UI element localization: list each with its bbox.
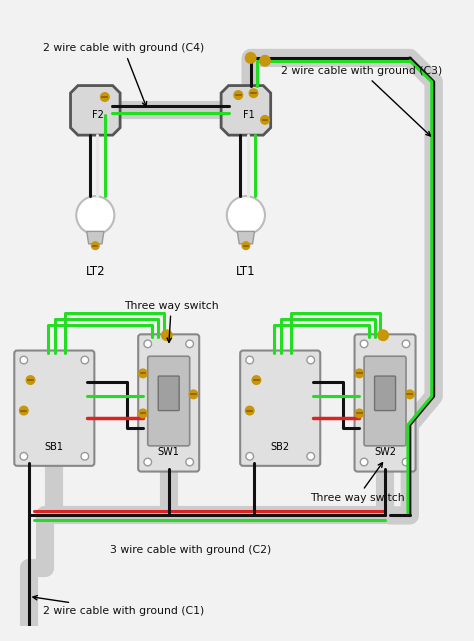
Text: SW2: SW2 [374, 447, 396, 458]
FancyBboxPatch shape [158, 376, 179, 411]
Circle shape [402, 340, 410, 347]
Circle shape [186, 340, 193, 347]
Text: 3 wire cable with ground (C2): 3 wire cable with ground (C2) [110, 545, 271, 555]
Circle shape [355, 409, 364, 418]
Text: F1: F1 [243, 110, 255, 120]
Circle shape [20, 356, 27, 364]
Polygon shape [71, 85, 120, 135]
Polygon shape [87, 231, 104, 244]
Circle shape [360, 458, 368, 466]
Text: 2 wire cable with ground (C1): 2 wire cable with ground (C1) [33, 595, 204, 615]
Text: 2 wire cable with ground (C4): 2 wire cable with ground (C4) [43, 43, 204, 106]
Text: SB1: SB1 [45, 442, 64, 452]
Circle shape [252, 376, 261, 385]
Circle shape [360, 340, 368, 347]
Text: F2: F2 [92, 110, 104, 120]
FancyBboxPatch shape [138, 335, 199, 472]
Circle shape [307, 356, 315, 364]
Circle shape [402, 458, 410, 466]
Polygon shape [221, 85, 271, 135]
Circle shape [81, 356, 89, 364]
Text: SW1: SW1 [158, 447, 180, 458]
Circle shape [355, 369, 364, 378]
Circle shape [91, 242, 99, 249]
Circle shape [162, 330, 172, 340]
Circle shape [246, 453, 254, 460]
Polygon shape [237, 231, 255, 244]
Circle shape [81, 453, 89, 460]
Circle shape [234, 91, 243, 99]
Text: LT2: LT2 [85, 265, 105, 278]
Circle shape [246, 406, 254, 415]
Text: SB2: SB2 [271, 442, 290, 452]
Circle shape [139, 409, 147, 418]
Circle shape [139, 369, 147, 378]
Text: LT1: LT1 [236, 265, 255, 278]
Circle shape [19, 406, 28, 415]
Circle shape [186, 458, 193, 466]
Circle shape [260, 56, 270, 66]
Circle shape [249, 89, 258, 97]
FancyBboxPatch shape [374, 376, 395, 411]
Text: Three way switch: Three way switch [310, 463, 404, 503]
Circle shape [246, 356, 254, 364]
Circle shape [246, 53, 256, 63]
FancyBboxPatch shape [14, 351, 94, 466]
Circle shape [76, 196, 114, 234]
Circle shape [144, 340, 152, 347]
FancyBboxPatch shape [364, 356, 406, 446]
FancyBboxPatch shape [240, 351, 320, 466]
Circle shape [144, 458, 152, 466]
Circle shape [307, 453, 315, 460]
Text: Three way switch: Three way switch [124, 301, 219, 342]
Circle shape [406, 390, 414, 399]
FancyBboxPatch shape [148, 356, 190, 446]
Circle shape [189, 390, 198, 399]
Text: 2 wire cable with ground (C3): 2 wire cable with ground (C3) [281, 66, 442, 136]
Circle shape [227, 196, 265, 234]
Circle shape [242, 242, 250, 249]
Circle shape [100, 93, 109, 101]
Circle shape [261, 115, 269, 124]
FancyBboxPatch shape [355, 335, 416, 472]
Circle shape [20, 453, 27, 460]
Circle shape [378, 330, 388, 340]
Circle shape [26, 376, 35, 385]
